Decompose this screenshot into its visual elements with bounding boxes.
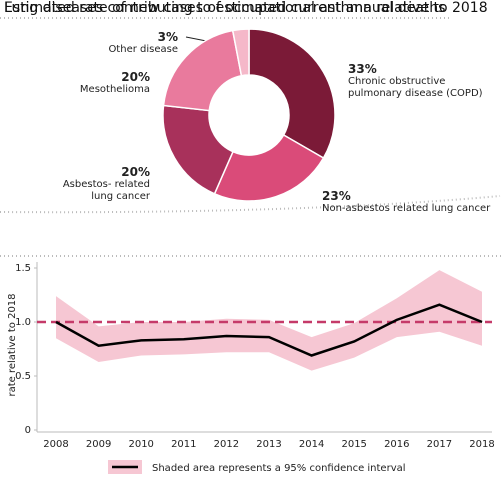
confidence-band <box>56 270 482 371</box>
x-tick-label: 2017 <box>427 439 452 450</box>
x-tick-label: 2009 <box>86 439 111 450</box>
slice-label: 23% Non-asbestos related lung cancer <box>322 189 502 215</box>
x-tick-label: 2010 <box>128 439 153 450</box>
value-label: 20% <box>121 165 150 179</box>
x-tick-label: 2011 <box>171 439 196 450</box>
pie-slice <box>162 29 243 112</box>
y-tick-label: 1.5 <box>15 263 31 274</box>
pie-slice <box>162 104 234 195</box>
legend-label: Shaded area represents a 95% confidence … <box>152 463 406 474</box>
chart-title: Lung diseases contributing to estimated … <box>4 0 446 16</box>
x-tick-label: 2018 <box>469 439 494 450</box>
value-label: 20% <box>121 70 150 84</box>
x-tick-label: 2013 <box>256 439 281 450</box>
category-label: Mesothelioma <box>79 84 150 95</box>
category-label: Chronic obstructive pulmonary disease (C… <box>348 76 483 99</box>
x-tick-label: 2014 <box>299 439 324 450</box>
chart-title: Estimated rate of new cases of occupatio… <box>4 0 488 16</box>
slice-label: 33% Chronic obstructive pulmonary disease… <box>348 62 498 100</box>
category-label: Non-asbestos related lung cancer <box>322 203 491 214</box>
value-label: 3% <box>157 30 178 44</box>
slice-label: 20% Mesothelioma <box>40 70 150 96</box>
y-tick-label: 1.0 <box>15 317 31 328</box>
slice-label: 20% Asbestos- related lung cancer <box>40 165 150 203</box>
pie-slice <box>231 28 250 77</box>
y-axis-label: rate relative to 2018 <box>7 293 18 396</box>
x-tick-label: 2015 <box>341 439 366 450</box>
x-tick-label: 2016 <box>384 439 409 450</box>
pie-slice <box>213 133 325 202</box>
separator <box>0 195 501 214</box>
y-tick-label: 0 <box>25 425 31 436</box>
slice-label: 3% Other disease <box>78 30 178 56</box>
value-label: 23% <box>322 189 351 203</box>
y-tick-label: 0.5 <box>15 371 31 382</box>
value-label: 33% <box>348 62 377 76</box>
category-label: Asbestos- related lung cancer <box>62 179 150 202</box>
line-series <box>55 303 483 357</box>
x-tick-label: 2012 <box>214 439 239 450</box>
pie-slice <box>248 28 336 160</box>
category-label: Other disease <box>108 44 178 55</box>
x-tick-label: 2008 <box>43 439 68 450</box>
